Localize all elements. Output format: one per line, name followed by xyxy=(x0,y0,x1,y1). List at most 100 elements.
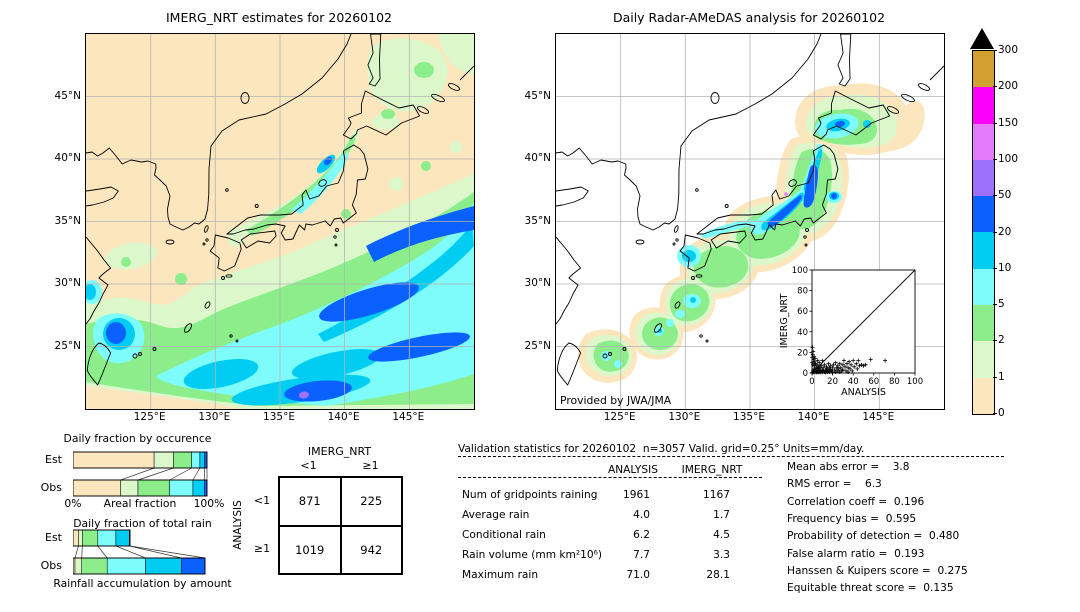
bar-connector xyxy=(169,467,192,481)
scatter-point xyxy=(845,361,849,366)
obs-segment xyxy=(81,557,108,575)
scatter-point xyxy=(861,363,866,368)
colorbar-segment xyxy=(973,305,994,342)
x-tick-label: 20 xyxy=(827,377,838,387)
stat-row-label: Conditional rain xyxy=(462,529,546,541)
occurrence-xaxis-label: Areal fraction xyxy=(103,497,177,510)
scatter-point xyxy=(810,360,815,365)
contingency-cell-miss: 1019 xyxy=(279,525,341,574)
scatter-point xyxy=(868,357,873,362)
scatter-point xyxy=(841,358,846,363)
x-tick-label: 60 xyxy=(868,377,879,387)
lat-tick-label: 35°N xyxy=(524,214,551,227)
lat-tick-label: 45°N xyxy=(54,89,81,102)
scatter-xlabel: ANALYSIS xyxy=(841,387,886,398)
est-segment xyxy=(97,529,117,547)
contingency-row-label-ge1: ≥1 xyxy=(253,542,271,555)
colorbar xyxy=(972,50,995,415)
scatter-point xyxy=(838,365,843,370)
validation-col-analysis: ANALYSIS xyxy=(608,464,658,476)
scatter-point xyxy=(846,365,851,370)
lat-tick-label: 40°N xyxy=(54,152,81,164)
scatter-point xyxy=(833,360,838,365)
totalrain-xaxis-label: Rainfall accumulation by amount xyxy=(53,577,232,590)
scatter-point xyxy=(846,370,851,374)
stat-row-imerg: 4.5 xyxy=(713,529,730,541)
lat-tick-label: 30°N xyxy=(524,277,551,289)
contingency-col-label-lt1: <1 xyxy=(300,459,317,472)
credit-text: Provided by JWA/JMA xyxy=(560,394,672,407)
x-tick-label: 40 xyxy=(848,377,859,387)
contingency-row-title: ANALYSIS xyxy=(232,500,244,550)
totalrain-bars xyxy=(73,529,206,575)
obs-segment xyxy=(73,479,121,497)
occurrence-bars xyxy=(73,451,208,497)
colorbar-overflow-triangle xyxy=(970,28,994,49)
scatter-point xyxy=(815,358,820,363)
obs-segment xyxy=(181,557,206,575)
scatter-point xyxy=(821,365,826,370)
obs-segment xyxy=(192,479,205,497)
est-segment xyxy=(153,451,174,469)
lon-tick-label: 135°E xyxy=(263,411,295,423)
scatter-point xyxy=(812,359,817,364)
colorbar-tick xyxy=(993,158,997,160)
scatter-point xyxy=(849,362,854,367)
colorbar-segment xyxy=(973,159,994,197)
occurrence-chart-title: Daily fraction by occurence xyxy=(63,432,212,445)
colorbar-segment xyxy=(973,268,994,306)
totalrain-obs-label: Obs xyxy=(40,559,62,572)
y-tick-label: 20 xyxy=(797,348,808,358)
est-segment xyxy=(82,529,99,547)
stat-row-imerg: 3.3 xyxy=(713,549,730,561)
colorbar-tick xyxy=(993,231,997,233)
scatter-ylabel: IMERG_NRT xyxy=(779,294,790,349)
stat-row-label: Num of gridpoints raining xyxy=(462,489,598,501)
scatter-point xyxy=(883,358,888,363)
colorbar-segment xyxy=(973,51,994,88)
lat-tick-label: 40°N xyxy=(524,152,551,164)
bar-connector xyxy=(129,545,206,559)
scatter-point xyxy=(813,356,818,361)
scatter-point xyxy=(815,362,820,367)
bar-connector xyxy=(81,545,83,559)
obs-segment xyxy=(145,557,182,575)
colorbar-tick xyxy=(993,195,997,197)
scatter-point xyxy=(811,362,815,367)
lon-tick-label: 130°E xyxy=(198,411,231,423)
contingency-table: 871 225 1019 942 xyxy=(278,476,403,575)
occurrence-x0-label: 0% xyxy=(64,497,82,510)
scatter-point xyxy=(843,364,847,369)
scatter-point xyxy=(826,361,831,366)
imerg-map-svg xyxy=(82,33,475,410)
colorbar-segment xyxy=(973,87,994,124)
scatter-point xyxy=(830,365,835,370)
est-segment xyxy=(199,451,205,469)
scatter-ticks: 100 80 60 40 20 00 20 40 60 80 100 xyxy=(792,266,923,387)
stat-row-label: Maximum rain xyxy=(462,569,539,581)
one-to-one-line xyxy=(811,269,916,374)
bar-connector xyxy=(97,545,108,559)
score-frequency-bias: Frequency bias = 0.595 xyxy=(787,513,917,525)
colorbar-tick xyxy=(993,304,997,306)
obs-segment xyxy=(74,557,82,575)
y-tick-label: 40 xyxy=(797,328,808,338)
contingency-cell-hit: 942 xyxy=(340,525,402,574)
bar-connector xyxy=(120,467,155,481)
scatter-point xyxy=(837,361,842,366)
scatter-point xyxy=(820,358,825,363)
left-map-title: IMERG_NRT estimates for 20260102 xyxy=(165,10,392,25)
colorbar-tick xyxy=(993,267,997,269)
occurrence-x100-label: 100% xyxy=(193,497,225,510)
colorbar-segment xyxy=(973,341,994,378)
colorbar-segment xyxy=(973,123,994,160)
bar-connector xyxy=(74,545,79,559)
totalrain-est-label: Est xyxy=(45,531,62,544)
colorbar-tick xyxy=(993,413,997,414)
contingency-row-label-lt1: <1 xyxy=(253,494,271,507)
lon-tick-label: 135°E xyxy=(733,411,765,423)
contingency-cell-false: 225 xyxy=(340,477,402,526)
stat-row-analysis: 1961 xyxy=(623,489,650,501)
obs-segment xyxy=(169,479,194,497)
